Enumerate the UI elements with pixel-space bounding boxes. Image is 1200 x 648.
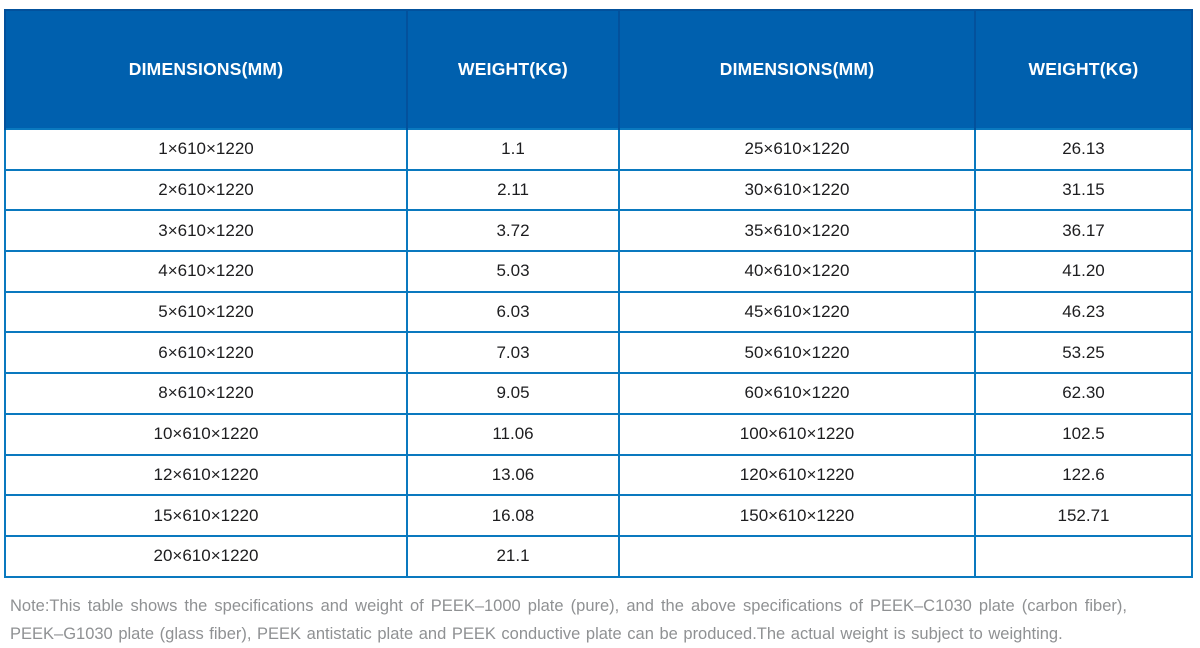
weight-cell: 1.1 <box>406 128 620 171</box>
dimension-cell: 45×610×1220 <box>618 290 976 334</box>
dimension-cell: 60×610×1220 <box>618 372 976 415</box>
dimension-cell: 25×610×1220 <box>618 128 976 171</box>
weight-cell: 3.72 <box>406 209 620 253</box>
dimension-cell: 30×610×1220 <box>618 168 976 212</box>
weight-cell: 13.06 <box>406 453 620 497</box>
dimension-cell: 20×610×1220 <box>4 534 408 578</box>
footnote: Note:This table shows the specifications… <box>10 592 1196 648</box>
dimension-cell: 150×610×1220 <box>618 494 976 537</box>
header-weight-left: WEIGHT(KG) <box>406 9 620 129</box>
table-row: 10×610×1220 11.06 100×610×1220 102.5 <box>4 412 1193 456</box>
dimension-cell: 40×610×1220 <box>618 250 976 293</box>
weight-cell: 7.03 <box>406 331 620 375</box>
weight-cell: 16.08 <box>406 494 620 537</box>
table-row: 8×610×1220 9.05 60×610×1220 62.30 <box>4 372 1193 415</box>
table-row: 1×610×1220 1.1 25×610×1220 26.13 <box>4 128 1193 171</box>
weight-cell: 11.06 <box>406 412 620 456</box>
table-header: DIMENSIONS(MM) WEIGHT(KG) DIMENSIONS(MM)… <box>4 9 1193 129</box>
weight-cell: 21.1 <box>406 534 620 578</box>
dimension-cell: 12×610×1220 <box>4 453 408 497</box>
header-dimensions-left: DIMENSIONS(MM) <box>4 9 408 129</box>
table-row: 4×610×1220 5.03 40×610×1220 41.20 <box>4 250 1193 293</box>
table-body: 1×610×1220 1.1 25×610×1220 26.13 2×610×1… <box>4 128 1193 578</box>
weight-cell: 122.6 <box>974 453 1193 497</box>
dimension-cell: 15×610×1220 <box>4 494 408 537</box>
weight-cell: 9.05 <box>406 372 620 415</box>
weight-cell: 53.25 <box>974 331 1193 375</box>
dimension-cell: 50×610×1220 <box>618 331 976 375</box>
table-row: 15×610×1220 16.08 150×610×1220 152.71 <box>4 494 1193 537</box>
footnote-line-1: Note:This table shows the specifications… <box>10 597 1127 615</box>
weight-cell: 26.13 <box>974 128 1193 171</box>
header-weight-right: WEIGHT(KG) <box>974 9 1193 129</box>
header-dimensions-right: DIMENSIONS(MM) <box>618 9 976 129</box>
weight-cell: 152.71 <box>974 494 1193 537</box>
table-row: 2×610×1220 2.11 30×610×1220 31.15 <box>4 168 1193 212</box>
weight-cell: 102.5 <box>974 412 1193 456</box>
table-row: 3×610×1220 3.72 35×610×1220 36.17 <box>4 209 1193 253</box>
dimension-cell: 35×610×1220 <box>618 209 976 253</box>
header-row: DIMENSIONS(MM) WEIGHT(KG) DIMENSIONS(MM)… <box>4 9 1193 129</box>
dimension-cell: 5×610×1220 <box>4 290 408 334</box>
weight-cell: 62.30 <box>974 372 1193 415</box>
weight-cell <box>974 534 1193 578</box>
weight-cell: 46.23 <box>974 290 1193 334</box>
weight-cell: 5.03 <box>406 250 620 293</box>
table-row: 6×610×1220 7.03 50×610×1220 53.25 <box>4 331 1193 375</box>
dimension-cell: 4×610×1220 <box>4 250 408 293</box>
dimension-cell: 10×610×1220 <box>4 412 408 456</box>
dimension-cell: 6×610×1220 <box>4 331 408 375</box>
weight-cell: 36.17 <box>974 209 1193 253</box>
weight-cell: 31.15 <box>974 168 1193 212</box>
weight-cell: 2.11 <box>406 168 620 212</box>
dimension-cell <box>618 534 976 578</box>
table-row: 5×610×1220 6.03 45×610×1220 46.23 <box>4 290 1193 334</box>
weight-cell: 6.03 <box>406 290 620 334</box>
dimension-cell: 1×610×1220 <box>4 128 408 171</box>
dimension-cell: 2×610×1220 <box>4 168 408 212</box>
table-row: 12×610×1220 13.06 120×610×1220 122.6 <box>4 453 1193 497</box>
footnote-line-2: PEEK–G1030 plate (glass fiber), PEEK ant… <box>10 625 1063 643</box>
weight-cell: 41.20 <box>974 250 1193 293</box>
table-row: 20×610×1220 21.1 <box>4 534 1193 578</box>
dimension-cell: 120×610×1220 <box>618 453 976 497</box>
dimension-cell: 8×610×1220 <box>4 372 408 415</box>
peek-plate-spec-table: DIMENSIONS(MM) WEIGHT(KG) DIMENSIONS(MM)… <box>4 9 1193 578</box>
dimension-cell: 3×610×1220 <box>4 209 408 253</box>
spec-table-container: DIMENSIONS(MM) WEIGHT(KG) DIMENSIONS(MM)… <box>4 9 1193 578</box>
dimension-cell: 100×610×1220 <box>618 412 976 456</box>
